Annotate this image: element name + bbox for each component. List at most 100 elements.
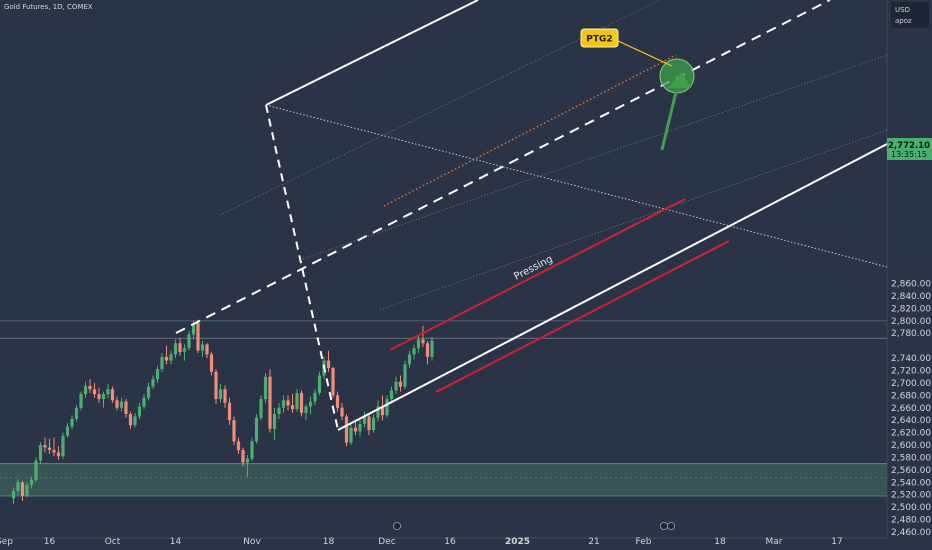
candle-body — [299, 392, 304, 413]
x-tick-label: 16 — [444, 537, 456, 547]
candle-body — [272, 413, 277, 429]
candle-body — [119, 401, 124, 408]
candle-body — [88, 386, 92, 390]
event-marker-icon — [660, 522, 669, 531]
y-tick-label: 2,560.00 — [891, 466, 931, 476]
candle-body — [110, 389, 115, 401]
candle-body — [245, 458, 250, 463]
candle-body — [236, 441, 241, 451]
candle-body — [421, 339, 425, 344]
event-marker-icon — [392, 522, 401, 531]
candle-body — [209, 354, 214, 372]
y-tick-label: 2,500.00 — [891, 503, 931, 513]
candle-body — [277, 407, 281, 414]
candle-body — [142, 397, 146, 407]
candle-body — [340, 407, 344, 417]
x-tick-label: 21 — [588, 537, 599, 547]
candle-body — [155, 369, 160, 380]
candle-body — [106, 389, 110, 395]
red-channel-lower — [435, 240, 730, 393]
channel-lower-line — [337, 143, 888, 431]
candle-body — [304, 406, 308, 413]
candle-body — [74, 407, 79, 419]
channel-upper-line — [265, 0, 479, 106]
candle-body — [97, 394, 101, 400]
candle-body — [227, 402, 232, 421]
y-tick-label: 2,480.00 — [891, 516, 931, 526]
candle-body — [331, 368, 335, 396]
y-tick-label: 2,640.00 — [891, 416, 931, 426]
candle-body — [34, 460, 38, 480]
candle-body — [65, 426, 70, 436]
candle-body — [398, 381, 403, 387]
user-label: apoz — [895, 17, 912, 25]
candle-body — [151, 379, 155, 387]
candle-body — [326, 360, 331, 369]
candle-body — [79, 394, 83, 408]
candle-body — [133, 416, 137, 426]
y-tick-label: 2,700.00 — [891, 379, 931, 389]
ptg2-connector — [615, 39, 673, 67]
x-tick-label: Sep — [0, 537, 13, 547]
candle-body — [128, 413, 133, 426]
y-tick-label: 2,460.00 — [891, 528, 931, 538]
candle-body — [47, 447, 52, 451]
candle-body — [290, 405, 295, 410]
candle-body — [52, 450, 56, 453]
last-price-tag-background — [887, 138, 932, 160]
candle-body — [200, 344, 205, 351]
candle-body — [20, 482, 25, 496]
chart-title: Gold Futures, 1D, COMEX — [4, 3, 93, 11]
y-tick-label: 2,780.00 — [891, 329, 931, 339]
candle-body — [380, 406, 385, 416]
x-tick-label: 18 — [323, 537, 335, 547]
price-axis-background — [887, 0, 932, 550]
candle-body — [349, 427, 353, 443]
candle-body — [263, 376, 268, 400]
candle-body — [38, 445, 43, 461]
candle-body — [232, 420, 236, 442]
candle-body — [295, 392, 299, 410]
candle-body — [25, 484, 29, 496]
x-tick-label: Nov — [243, 537, 261, 547]
target-arrow-shaft — [660, 91, 678, 151]
x-tick-label: 18 — [714, 537, 726, 547]
x-tick-label: 14 — [170, 537, 182, 547]
candle-body — [182, 348, 187, 352]
channel-median-dashed — [175, 0, 831, 334]
countdown-timer: 13:35:15 — [891, 150, 927, 159]
candle-body — [191, 323, 196, 335]
candle-body — [164, 356, 169, 361]
currency-badge[interactable] — [891, 2, 929, 28]
candle-body — [430, 340, 434, 357]
candle-body — [254, 417, 259, 442]
candle-body — [124, 401, 128, 414]
candle-body — [403, 364, 407, 387]
y-tick-label: 2,660.00 — [891, 404, 931, 414]
candle-body — [358, 423, 362, 432]
y-tick-label: 2,860.00 — [891, 280, 931, 290]
candle-body — [173, 343, 178, 355]
target-arrow-head — [668, 72, 691, 88]
candle-body — [83, 386, 88, 395]
candle-body — [308, 401, 313, 407]
y-tick-label: 2,620.00 — [891, 429, 931, 439]
candle-body — [29, 479, 34, 485]
candle-body — [101, 394, 106, 400]
currency-label: USD — [895, 6, 910, 14]
candle-body — [353, 427, 358, 432]
candle-body — [223, 389, 227, 403]
y-tick-label: 2,800.00 — [891, 317, 931, 327]
candle-body — [286, 400, 290, 406]
red-channel-upper — [389, 198, 686, 351]
candle-body — [250, 441, 254, 459]
candle-body — [43, 445, 47, 448]
candle-body — [146, 386, 151, 398]
candle-body — [70, 418, 74, 427]
x-tick-label: Feb — [636, 537, 652, 547]
y-tick-label: 2,840.00 — [891, 292, 931, 302]
projection-dotted-line — [383, 54, 677, 207]
